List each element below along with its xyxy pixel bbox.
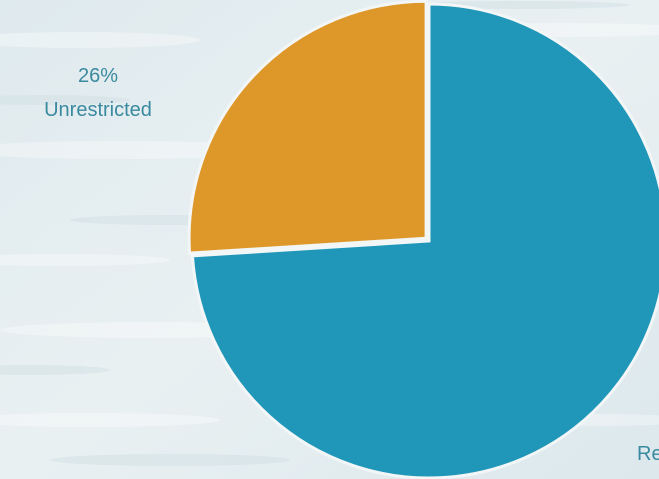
slice-label-unrestricted: 26% Unrestricted xyxy=(44,65,152,121)
slice-name-unrestricted: Unrestricted xyxy=(44,99,152,121)
pie-slice-restricted xyxy=(190,2,659,479)
slice-name-restricted: Restricted xyxy=(637,443,659,465)
pie-slices xyxy=(187,0,659,479)
slice-percent-unrestricted: 26% xyxy=(78,65,118,87)
pie-slice-unrestricted xyxy=(187,0,428,255)
slice-label-restricted: Restricted xyxy=(637,443,659,465)
